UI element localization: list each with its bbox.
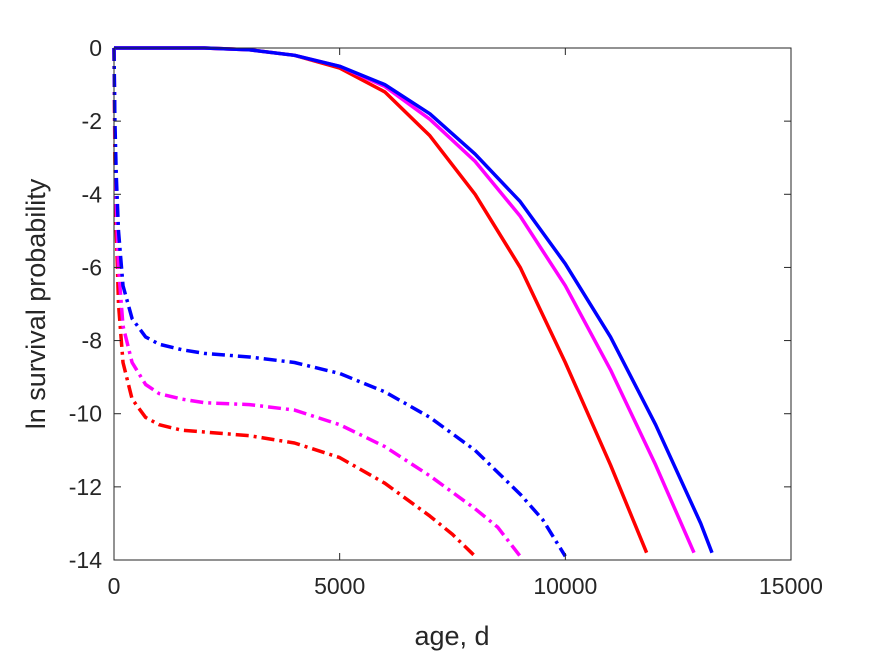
y-tick-label: -12	[69, 474, 102, 500]
y-axis-label: ln survival probability	[21, 178, 51, 429]
solid-series-line-2	[114, 46, 714, 554]
dashdot-series-line-3	[112, 47, 477, 558]
y-tick-label: -4	[82, 181, 103, 207]
x-tick-label: 15000	[759, 573, 823, 599]
series-layer	[112, 46, 714, 558]
ticks-layer: 0 5000 10000 15000 0 -2 -4 -6 -8 -10 -12 -14	[69, 35, 823, 599]
x-tick-label: 0	[108, 573, 121, 599]
x-tick-label: 5000	[314, 573, 365, 599]
y-tick-label: -14	[69, 547, 102, 573]
y-tick-label: -6	[82, 254, 102, 280]
x-tick-label: 10000	[533, 573, 597, 599]
solid-series-line-0	[114, 46, 649, 554]
y-tick-label: -8	[82, 328, 102, 354]
y-tick-label: -2	[82, 108, 102, 134]
dashdot-series-line-5	[112, 47, 567, 558]
plot-frame	[113, 47, 792, 561]
y-tick-label: 0	[89, 35, 102, 61]
y-tick-label: -10	[69, 401, 102, 427]
dashdot-series-line-4	[112, 47, 522, 558]
x-axis-label: age, d	[414, 621, 489, 651]
solid-series-line-1	[114, 46, 696, 554]
